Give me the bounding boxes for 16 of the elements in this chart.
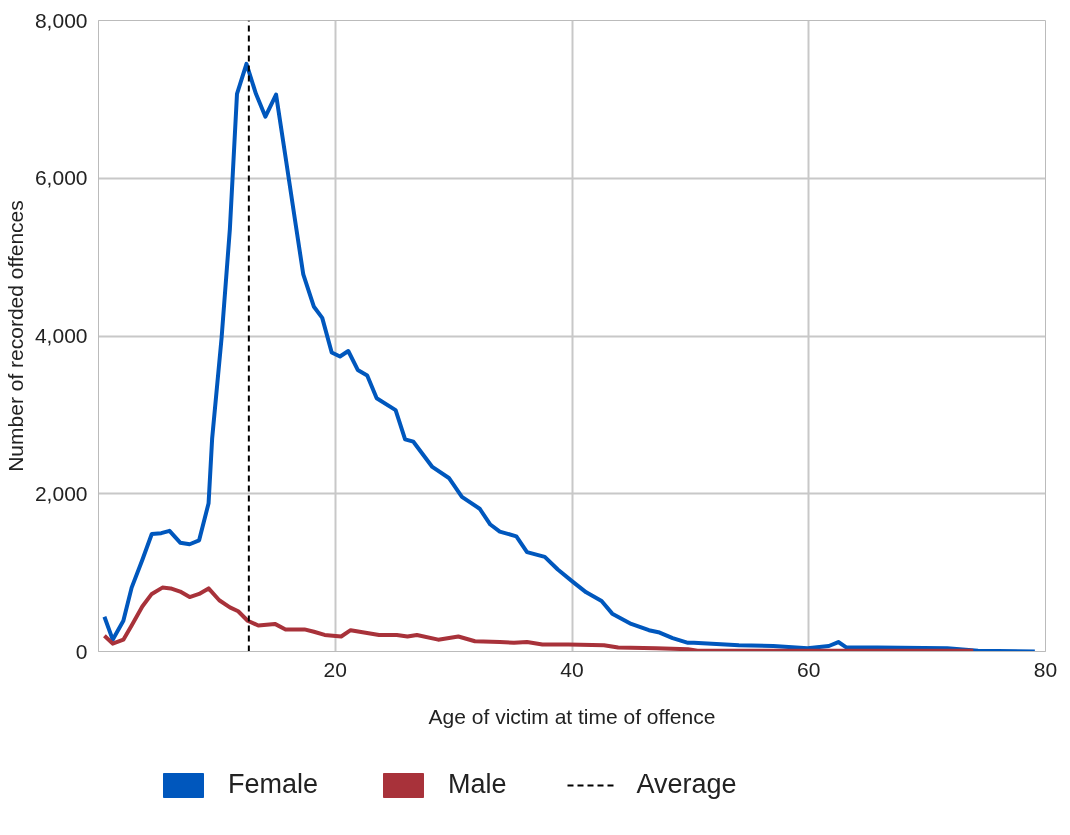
x-tick-label: 60: [797, 657, 821, 681]
x-tick-label: 80: [1033, 657, 1058, 681]
legend-label: Average: [636, 769, 737, 800]
y-tick-label: 6,000: [34, 166, 88, 190]
line-series: [102, 585, 976, 652]
y-axis-title: Number of recorded offences: [3, 200, 27, 472]
legend-label: Female: [228, 769, 319, 800]
y-tick-label: 8,000: [34, 8, 88, 32]
y-tick-label: 4,000: [34, 324, 88, 347]
y-tick-label: 2,000: [34, 481, 88, 505]
x-tick-label: 40: [560, 657, 584, 681]
x-tick-label: 20: [323, 657, 347, 681]
y-tick-label: 0: [75, 639, 88, 663]
x-axis-title: Age of victim at time of offence: [428, 704, 716, 728]
line-series: [102, 61, 1037, 652]
legend-label: Male: [448, 769, 507, 800]
